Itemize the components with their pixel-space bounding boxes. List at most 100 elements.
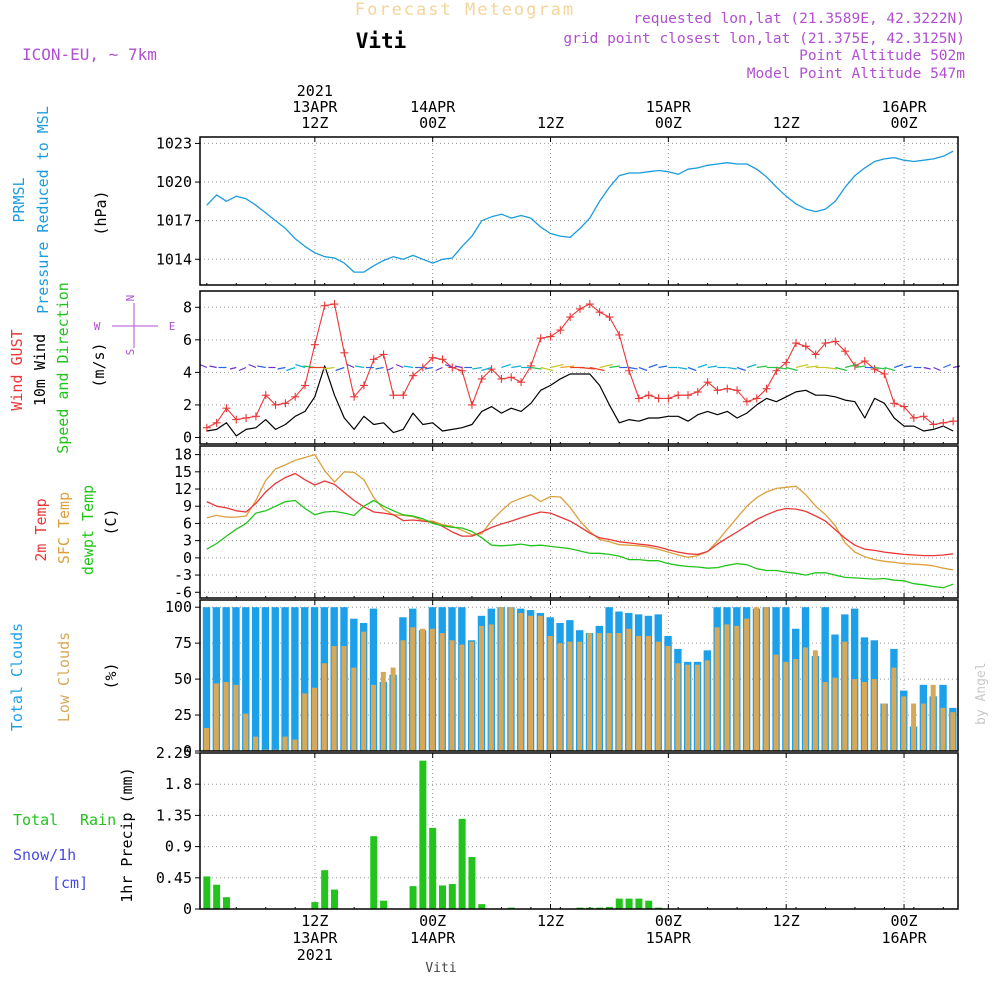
gust-marker: [880, 370, 889, 379]
meteogram-title: Forecast Meteogram: [355, 0, 575, 20]
wind-arrow: [727, 366, 737, 370]
panel-frame: [199, 599, 959, 752]
wind-arrow: [322, 366, 335, 370]
y-tick-label: 1014: [156, 250, 192, 268]
pressure-label-long: Pressure Reduced to MSL: [34, 106, 52, 314]
wind-arrow: [346, 363, 355, 369]
total-rain-label-rain: Rain: [80, 811, 116, 829]
low-cloud-bar: [685, 664, 691, 751]
bottom-time-label: 00Z: [890, 912, 917, 930]
gust-label: Wind GUST: [8, 329, 26, 410]
wind-arrow: [884, 366, 896, 372]
gust-marker: [242, 413, 251, 422]
gust-marker: [811, 350, 820, 359]
wind-arrow: [844, 363, 857, 369]
gust-marker: [487, 365, 496, 374]
y-tick-label: 0: [183, 549, 192, 567]
top-time-label: 12Z: [301, 114, 328, 132]
gust-marker: [212, 418, 221, 427]
wind-arrow: [248, 363, 257, 369]
wind-arrow: [403, 365, 414, 369]
low-cloud-bar: [528, 615, 534, 751]
gust-marker: [605, 313, 614, 322]
y-tick-label: 6: [183, 331, 192, 349]
low-cloud-bar: [233, 684, 239, 751]
low-cloud-bar: [380, 671, 386, 751]
low-cloud-bar: [508, 607, 514, 751]
top-time-label: 13APR: [292, 98, 338, 116]
low-cloud-bar: [773, 654, 779, 751]
low-cloud-bar: [616, 633, 622, 751]
wind-arrow: [386, 366, 394, 372]
total-clouds-label: Total Clouds: [8, 623, 26, 731]
compass-e: E: [169, 320, 176, 333]
low-cloud-bar: [282, 736, 288, 751]
bottom-time-label: 00Z: [419, 912, 446, 930]
gust-marker: [261, 391, 270, 400]
total-cloud-bar: [202, 607, 211, 751]
bottom-time-label: 15APR: [646, 929, 692, 947]
total-cloud-bar: [242, 607, 250, 751]
gust-marker: [369, 355, 378, 364]
low-cloud-bar: [881, 703, 887, 751]
gust-marker: [723, 384, 732, 393]
wind-arrow: [628, 366, 638, 370]
precip-bar: [478, 904, 486, 909]
low-cloud-bar: [498, 607, 504, 751]
low-cloud-bar: [606, 633, 612, 751]
precip-bar: [625, 898, 633, 909]
y-tick-label: 50: [174, 670, 192, 688]
low-cloud-bar: [420, 628, 426, 751]
total-cloud-bar: [212, 607, 221, 751]
total-cloud-bar: [261, 607, 270, 751]
wind-arrow: [229, 366, 237, 370]
gust-marker: [890, 399, 899, 408]
total-cloud-bar: [271, 607, 279, 751]
total-cloud-bar: [291, 607, 299, 751]
clouds-unit: (%): [102, 662, 120, 689]
gust-marker: [428, 353, 437, 362]
gust-marker: [271, 400, 280, 409]
low-cloud-bar: [744, 618, 750, 751]
pressure-unit: (hPa): [92, 190, 110, 235]
location-name: Viti: [356, 29, 407, 53]
footer-location: Viti: [425, 961, 456, 976]
low-cloud-bar: [763, 607, 769, 751]
gust-marker: [674, 391, 683, 400]
gust-marker: [251, 412, 260, 421]
low-cloud-bar: [704, 660, 710, 751]
low-cloud-bar: [832, 677, 838, 751]
wind-arrow: [795, 363, 809, 369]
low-cloud-bar: [204, 727, 210, 751]
low-cloud-bar: [587, 633, 592, 751]
gust-marker: [634, 394, 643, 403]
gust-marker: [330, 300, 339, 309]
y-tick-label: 2: [183, 396, 192, 414]
low-cloud-bar: [449, 640, 455, 751]
gust-marker: [291, 392, 300, 401]
panel-frame: [199, 445, 959, 599]
low-cloud-bar: [439, 633, 445, 751]
gust-marker: [654, 394, 663, 403]
precip-bar: [429, 827, 437, 909]
y-tick-label: 0: [183, 428, 192, 446]
wind-speed-line: [206, 365, 954, 437]
gust-marker: [939, 418, 948, 427]
wind-direction-label: Speed and Direction: [54, 282, 72, 454]
low-cloud-bar: [557, 643, 563, 751]
y-tick-label: 75: [174, 634, 192, 652]
wind-arrow: [257, 365, 266, 369]
gust-marker: [566, 313, 575, 322]
gust-marker: [458, 366, 467, 375]
y-tick-label: 1.8: [165, 775, 192, 793]
low-cloud-bar: [341, 646, 347, 751]
y-tick-label: 1.35: [156, 806, 192, 824]
gust-marker: [703, 378, 712, 387]
requested-coordinates: requested lon,lat (21.3589E, 42.3222N): [633, 11, 965, 27]
wind-arrow: [854, 365, 866, 369]
low-cloud-bar: [920, 703, 926, 751]
low-cloud-bar: [783, 661, 789, 751]
gust-line: [206, 303, 954, 429]
gust-marker: [536, 334, 545, 343]
wind-arrow: [943, 363, 952, 369]
